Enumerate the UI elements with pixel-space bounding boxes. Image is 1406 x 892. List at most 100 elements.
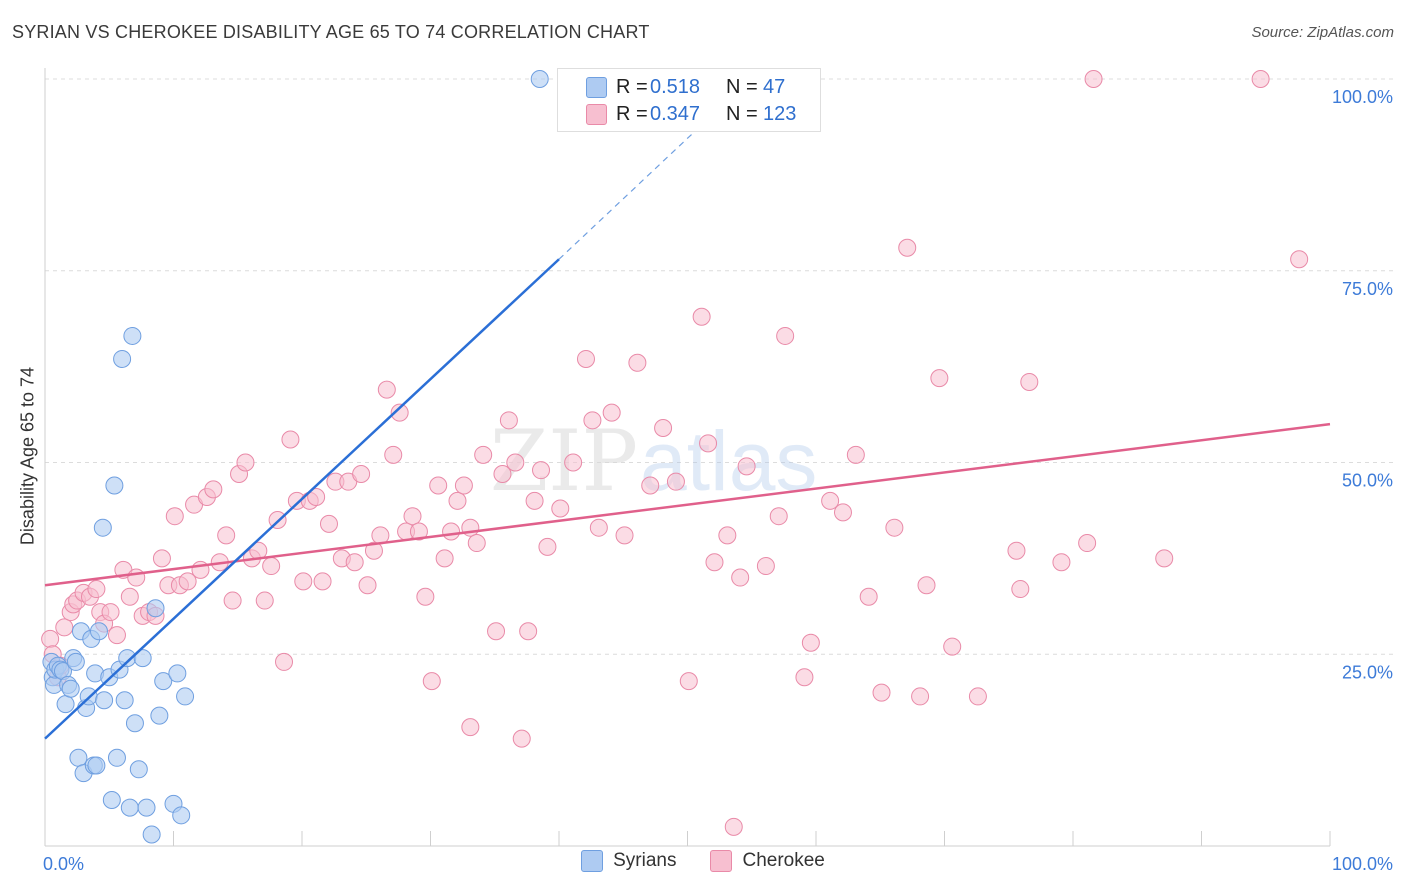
- cherokee-point: [442, 522, 461, 541]
- cherokee-point: [487, 622, 506, 641]
- legend-swatch-cherokee: [586, 103, 607, 125]
- legend-r-value: 0.347: [650, 102, 701, 125]
- legend-n-label: N =: [726, 75, 758, 98]
- legend-swatch-syrians: [581, 850, 604, 872]
- cherokee-point: [583, 411, 602, 430]
- cherokee-point: [384, 445, 403, 464]
- syrian-point: [176, 687, 195, 706]
- legend-item-syrians[interactable]: Syrians: [581, 850, 676, 872]
- cherokee-point: [756, 557, 775, 576]
- cherokee-point: [859, 587, 878, 606]
- cherokee-point: [416, 587, 435, 606]
- cherokee-point: [255, 591, 274, 610]
- cherokee-point: [467, 534, 486, 553]
- syrian-point: [113, 349, 132, 368]
- syrian-point: [168, 664, 187, 683]
- cherokee-point: [294, 572, 313, 591]
- cherokee-point: [917, 576, 936, 595]
- cherokee-point: [1155, 549, 1174, 568]
- x-tick-label: 0.0%: [43, 854, 84, 874]
- cherokee-point: [217, 526, 236, 545]
- syrian-point: [125, 714, 144, 733]
- cherokee-point: [165, 507, 184, 526]
- legend-n-value: 123: [763, 102, 797, 125]
- cherokee-point: [506, 453, 525, 472]
- cherokee-point: [262, 557, 281, 576]
- cherokee-point: [776, 326, 795, 345]
- legend-label-cherokee: Cherokee: [742, 850, 825, 871]
- cherokee-point: [107, 626, 126, 645]
- syrian-point: [66, 652, 85, 671]
- cherokee-point: [454, 476, 473, 495]
- legend-label-syrians: Syrians: [613, 850, 677, 871]
- y-axis-label: Disability Age 65 to 74: [17, 366, 38, 546]
- cherokee-point: [448, 491, 467, 510]
- syrian-point: [56, 695, 75, 714]
- syrian-point: [87, 756, 106, 775]
- cherokee-point: [801, 633, 820, 652]
- cherokee-point: [390, 403, 409, 422]
- y-tick-label: 75.0%: [1342, 279, 1393, 299]
- syrian-point: [102, 790, 121, 809]
- syrian-point: [123, 326, 142, 345]
- cherokee-point: [718, 526, 737, 545]
- cherokee-point: [204, 480, 223, 499]
- cherokee-point: [654, 418, 673, 437]
- cherokee-point: [532, 461, 551, 480]
- cherokee-points: [41, 70, 1309, 836]
- syrian-point: [93, 518, 112, 537]
- cherokee-point: [602, 403, 621, 422]
- cherokee-point: [275, 652, 294, 671]
- syrian-point: [150, 706, 169, 725]
- syrian-point: [129, 760, 148, 779]
- cherokee-point: [1078, 534, 1097, 553]
- syrian-point: [133, 649, 152, 668]
- cherokee-point: [872, 683, 891, 702]
- cherokee-point: [564, 453, 583, 472]
- syrian-point: [120, 798, 139, 817]
- cherokee-point: [769, 507, 788, 526]
- cherokee-point: [628, 353, 647, 372]
- cherokee-point: [705, 553, 724, 572]
- cherokee-point: [307, 488, 326, 507]
- cherokee-trend-line: [44, 422, 1331, 587]
- cherokee-point: [358, 576, 377, 595]
- cherokee-point: [833, 503, 852, 522]
- cherokee-point: [724, 817, 743, 836]
- cherokee-point: [313, 572, 332, 591]
- cherokee-point: [795, 668, 814, 687]
- legend-item-cherokee[interactable]: Cherokee: [710, 850, 825, 872]
- cherokee-point: [551, 499, 570, 518]
- cherokee-point: [409, 522, 428, 541]
- cherokee-point: [1251, 70, 1270, 88]
- cherokee-point: [666, 472, 685, 491]
- legend-n-label: N =: [726, 102, 758, 125]
- cherokee-point: [87, 580, 106, 599]
- cherokee-point: [319, 514, 338, 533]
- syrian-point: [154, 672, 173, 691]
- cherokee-point: [898, 238, 917, 257]
- correlation-legend: R = 0.518 N = 47 R = 0.347 N = 123: [557, 68, 821, 132]
- legend-r-label: R =: [616, 102, 648, 125]
- syrian-trend-line: [44, 258, 560, 740]
- syrian-point: [146, 599, 165, 618]
- legend-r-label: R =: [616, 75, 648, 98]
- cherokee-point: [1011, 580, 1030, 599]
- cherokee-point: [737, 457, 756, 476]
- cherokee-point: [1007, 541, 1026, 560]
- cherokee-point: [576, 349, 595, 368]
- cherokee-point: [364, 541, 383, 560]
- cherokee-point: [885, 518, 904, 537]
- series-legend: Syrians Cherokee: [0, 850, 1406, 872]
- cherokee-point: [699, 434, 718, 453]
- cherokee-point: [846, 445, 865, 464]
- cherokee-point: [1290, 250, 1309, 269]
- cherokee-point: [403, 507, 422, 526]
- cherokee-point: [377, 380, 396, 399]
- cherokee-point: [821, 491, 840, 510]
- cherokee-point: [679, 672, 698, 691]
- cherokee-point: [55, 618, 74, 637]
- cherokee-point: [493, 465, 512, 484]
- cherokee-point: [1084, 70, 1103, 88]
- cherokee-point: [223, 591, 242, 610]
